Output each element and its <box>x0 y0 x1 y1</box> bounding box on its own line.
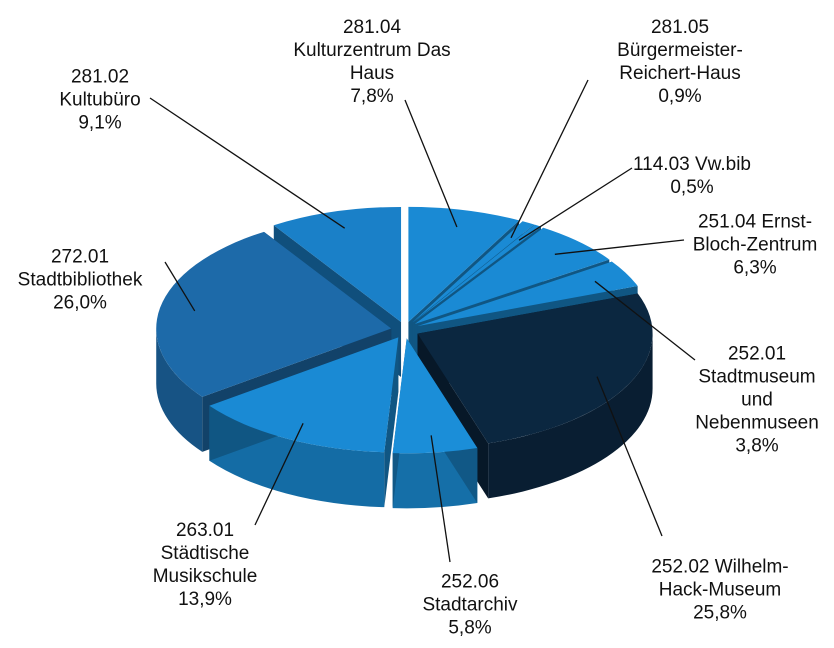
value-label: 9,1% <box>78 112 122 134</box>
data-label: 263.01 Städtische Musikschule 13,9% <box>140 519 270 611</box>
category-label: 251.04 Ernst-Bloch-Zentrum <box>692 211 818 256</box>
slice-top <box>273 206 402 322</box>
data-label: 251.04 Ernst-Bloch-Zentrum 6,3% <box>680 211 830 280</box>
category-label: 281.02 Kultubüro <box>59 66 141 111</box>
slice-top <box>408 206 520 322</box>
category-label: 272.01 Stadtbibliothek <box>17 246 143 291</box>
slice <box>209 337 399 508</box>
value-label: 3,8% <box>735 435 779 457</box>
category-label: 114.03 Vw.bib <box>633 154 751 175</box>
slice-top <box>417 293 653 444</box>
category-label: 281.05 Bürgermeister-Reichert-Haus <box>617 17 743 84</box>
value-label: 26,0% <box>53 292 107 314</box>
slice-top <box>156 231 392 397</box>
leader-line <box>149 97 346 229</box>
data-label: 252.01 Stadtmuseum und Nebenmuseen 3,8% <box>685 343 830 458</box>
slice-top <box>411 221 535 323</box>
data-label: 252.02 Wilhelm-Hack-Museum 25,8% <box>650 556 790 625</box>
leader-line <box>404 99 458 228</box>
data-label: 281.05 Bürgermeister-Reichert-Haus 0,9% <box>590 16 770 108</box>
data-label: 114.03 Vw.bib 0,5% <box>607 153 777 199</box>
category-label: 252.01 Stadtmuseum und Nebenmuseen <box>695 343 819 434</box>
leader-line <box>510 79 589 239</box>
leader-line <box>518 167 633 241</box>
leader-line <box>596 376 663 537</box>
slice-side <box>156 328 203 452</box>
value-label: 5,8% <box>448 617 492 639</box>
leader-line <box>594 280 696 361</box>
data-label: 252.06 Stadtarchiv 5,8% <box>405 571 535 640</box>
data-label: 281.04 Kulturzentrum Das Haus 7,8% <box>292 16 452 108</box>
slice-top <box>209 337 399 453</box>
value-label: 7,8% <box>350 86 394 107</box>
value-label: 25,8% <box>693 602 747 624</box>
value-label: 0,9% <box>658 86 702 107</box>
data-label: 272.01 Stadtbibliothek 26,0% <box>5 246 155 315</box>
data-label: 281.02 Kultubüro 9,1% <box>45 66 155 135</box>
value-label: 13,9% <box>178 589 232 610</box>
slice-top <box>412 224 541 323</box>
category-label: 252.02 Wilhelm-Hack-Museum <box>651 556 789 601</box>
slice-top <box>417 261 638 327</box>
slice-top <box>414 227 610 325</box>
leader-line <box>254 423 304 526</box>
slice-side <box>488 333 653 499</box>
slice-top <box>392 338 478 454</box>
category-label: 252.06 Stadtarchiv <box>422 571 518 616</box>
leader-line <box>164 261 196 312</box>
slice <box>392 338 478 509</box>
leader-line <box>554 239 685 255</box>
leader-line <box>430 435 451 563</box>
value-label: 6,3% <box>733 257 777 279</box>
category-label: 281.04 Kulturzentrum Das Haus <box>293 17 451 84</box>
value-label: 0,5% <box>670 177 714 198</box>
category-label: 263.01 Städtische Musikschule <box>152 520 258 587</box>
